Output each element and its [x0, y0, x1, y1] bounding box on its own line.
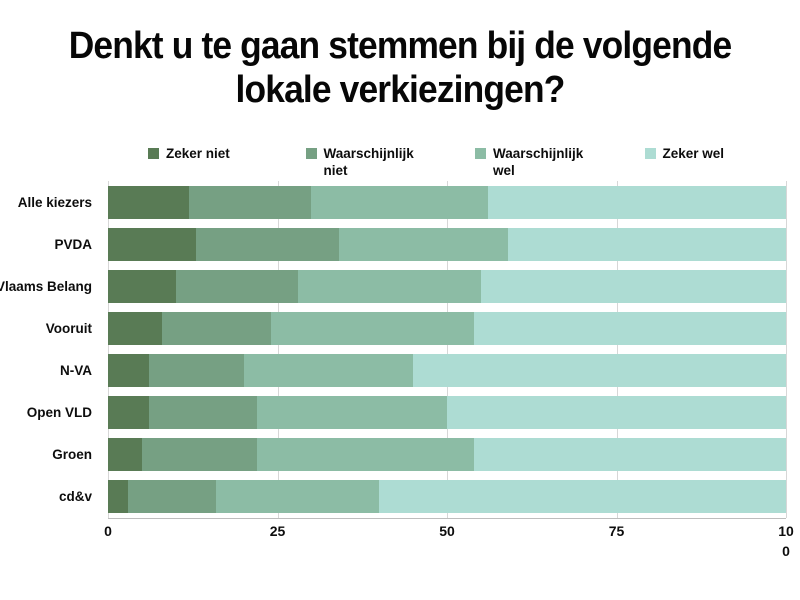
x-axis-tick-label: 75 — [608, 523, 625, 539]
bar-segment[interactable] — [128, 480, 217, 514]
bar-track — [108, 269, 786, 303]
bar-segment[interactable] — [141, 438, 258, 472]
bar-row[interactable] — [108, 223, 786, 265]
legend-item-label: Zeker wel — [662, 146, 725, 161]
bar-segment[interactable] — [148, 396, 258, 430]
legend-item[interactable]: Zeker niet — [108, 145, 278, 162]
bar-segment[interactable] — [257, 396, 447, 430]
bar-row[interactable] — [108, 392, 786, 434]
bar-segment[interactable] — [108, 354, 149, 388]
bar-row[interactable] — [108, 350, 786, 392]
bar-track — [108, 438, 786, 472]
y-axis-tick-label: Open VLD — [26, 405, 92, 421]
bar-segment[interactable] — [108, 396, 149, 430]
legend-swatch-icon — [475, 148, 486, 159]
y-axis-tick-label: Groen — [52, 447, 92, 463]
x-axis-tick-label: 100 — [778, 523, 794, 560]
legend-item-label: Zeker niet — [166, 146, 230, 161]
bar-segment[interactable] — [162, 311, 271, 345]
y-axis-tick-label: Vooruit — [45, 320, 92, 336]
y-axis-tick-label: N-VA — [60, 363, 92, 379]
bar-segment[interactable] — [297, 269, 481, 303]
legend-item[interactable]: Waarschijnlijk wel — [447, 145, 617, 180]
bar-segment[interactable] — [446, 396, 786, 430]
y-axis-tick-label: Vlaams Belang — [0, 278, 92, 294]
bar-segment[interactable] — [257, 438, 475, 472]
bar-segment[interactable] — [474, 438, 786, 472]
bar-segment[interactable] — [108, 269, 176, 303]
bar-segment[interactable] — [508, 227, 786, 261]
gridline — [786, 181, 787, 518]
bar-segment[interactable] — [487, 185, 786, 219]
bar-segment[interactable] — [379, 480, 786, 514]
bar-row[interactable] — [108, 434, 786, 476]
page-title: Denkt u te gaan stemmen bij de volgende … — [68, 25, 732, 112]
bar-track — [108, 354, 786, 388]
bar-track — [108, 227, 786, 261]
bar-row[interactable] — [108, 307, 786, 349]
bar-row[interactable] — [108, 265, 786, 307]
y-axis-labels: Alle kiezers PVDA Vlaams Belang Vooruit N-VA… — [0, 181, 100, 518]
y-axis-tick-label: cd&v — [58, 489, 92, 505]
bar-row[interactable] — [108, 181, 786, 223]
bar-segment[interactable] — [270, 311, 475, 345]
y-axis-tick-label: PVDA — [54, 236, 92, 252]
legend-item[interactable]: Waarschijnlijk niet — [278, 145, 448, 180]
bar-segment[interactable] — [175, 269, 298, 303]
bar-segment[interactable] — [108, 311, 163, 345]
bar-track — [108, 311, 786, 345]
bar-row[interactable] — [108, 476, 786, 518]
legend-item-label: Waarschijnlijk wel — [493, 146, 584, 179]
bar-segment[interactable] — [480, 269, 786, 303]
legend-item[interactable]: Zeker wel — [617, 145, 787, 162]
bar-segment[interactable] — [196, 227, 339, 261]
chart-legend: Zeker niet Waarschijnlijk niet Waarschijnl… — [108, 145, 786, 179]
plot-area — [108, 181, 787, 518]
x-axis-line — [108, 518, 786, 519]
x-axis-tick-label: 50 — [439, 523, 455, 539]
bar-segment[interactable] — [148, 354, 244, 388]
bar-segment[interactable] — [108, 480, 129, 514]
bar-segment[interactable] — [108, 438, 142, 472]
x-axis-tick-label: 25 — [269, 523, 286, 539]
y-axis-tick-label: Alle kiezers — [17, 194, 92, 210]
bar-segment[interactable] — [108, 227, 197, 261]
legend-swatch-icon — [148, 148, 159, 159]
legend-swatch-icon — [644, 148, 656, 159]
bar-track — [108, 185, 786, 219]
bar-segment[interactable] — [413, 354, 786, 388]
bar-segment[interactable] — [216, 480, 380, 514]
bar-track — [108, 480, 786, 514]
bar-segment[interactable] — [338, 227, 508, 261]
x-axis-tick-label: 0 — [104, 523, 112, 539]
bar-segment[interactable] — [243, 354, 414, 388]
bar-segment[interactable] — [311, 185, 488, 219]
bar-track — [108, 396, 786, 430]
bar-segment[interactable] — [474, 311, 786, 345]
x-axis-labels: 0 25 50 75 100 — [104, 521, 794, 576]
bar-rows — [108, 181, 786, 518]
bar-segment[interactable] — [108, 185, 190, 219]
legend-swatch-icon — [305, 148, 317, 159]
legend-item-label: Waarschijnlijk niet — [323, 146, 414, 179]
bar-segment[interactable] — [189, 185, 312, 219]
